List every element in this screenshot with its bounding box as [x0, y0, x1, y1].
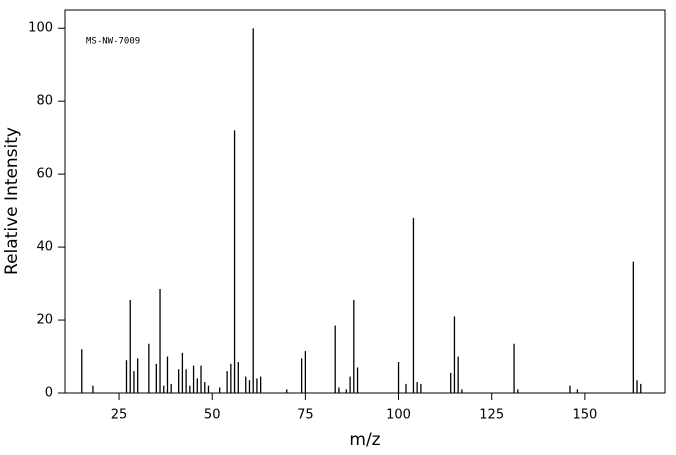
y-axis-label: Relative Intensity: [2, 127, 22, 275]
x-tick-label: 50: [204, 408, 221, 423]
y-tick-label: 60: [36, 167, 53, 182]
x-tick-label: 150: [572, 408, 597, 423]
annotation: MS-NW-7009: [86, 37, 140, 47]
y-tick-label: 40: [36, 240, 53, 255]
y-tick-label: 0: [45, 386, 53, 401]
x-tick-label: 25: [111, 408, 128, 423]
y-tick-label: 20: [36, 313, 53, 328]
x-tick-label: 100: [386, 408, 411, 423]
plot-frame: [64, 9, 666, 394]
x-tick-label: 75: [297, 408, 314, 423]
y-tick-label: 100: [28, 21, 53, 36]
y-tick-label: 80: [36, 94, 53, 109]
x-axis-label: m/z: [349, 430, 380, 450]
x-tick-label: 125: [479, 408, 504, 423]
